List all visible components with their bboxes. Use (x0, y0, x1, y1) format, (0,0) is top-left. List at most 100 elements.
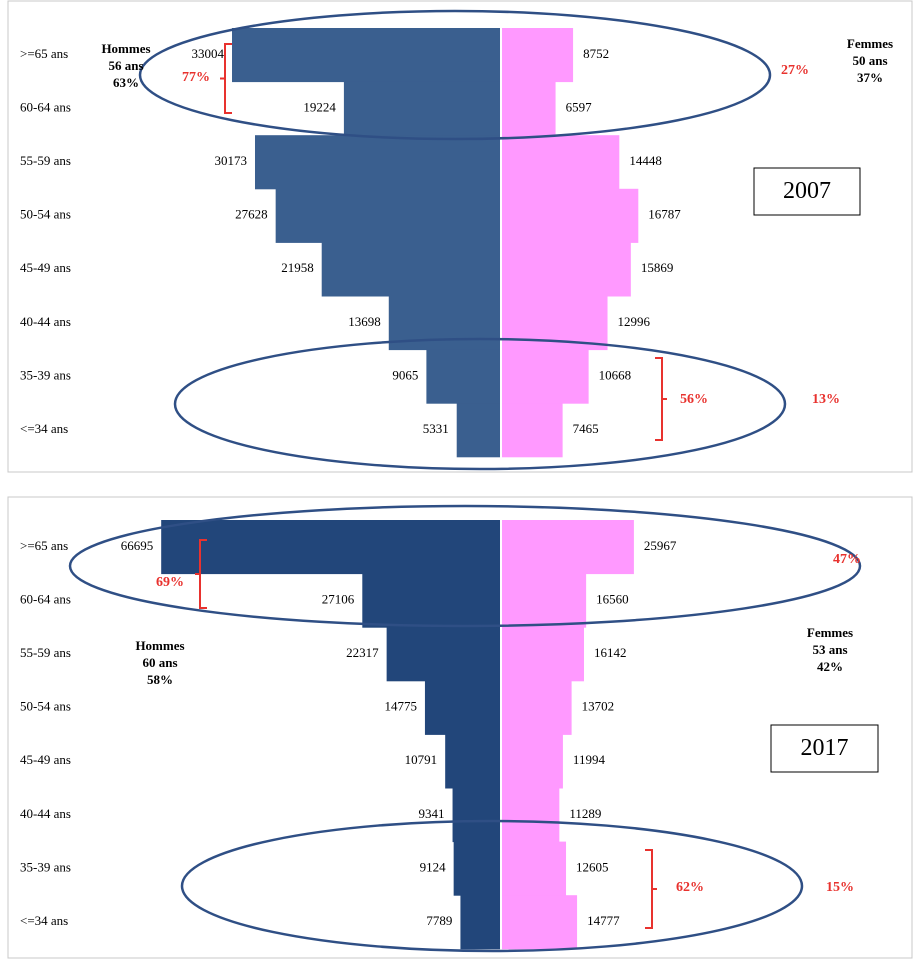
bar-male (232, 28, 501, 83)
annotation: 56% (680, 392, 708, 407)
annotation: 47% (833, 552, 861, 567)
value-label-male: 9341 (419, 806, 445, 821)
annotation: 62% (676, 880, 704, 895)
category-label: 45-49 ans (20, 752, 71, 767)
bracket (195, 539, 207, 609)
highlight-ellipse (68, 504, 862, 628)
bar-female (502, 734, 563, 789)
value-label-male: 13698 (348, 314, 381, 329)
bar-female (502, 81, 556, 136)
male-summary: Hommes (135, 638, 184, 653)
value-label-male: 19224 (303, 99, 336, 114)
value-label-male: 27628 (235, 207, 268, 222)
bar-female (502, 188, 639, 243)
bar-female (502, 403, 563, 458)
value-label-male: 9124 (420, 859, 447, 874)
bracket (645, 849, 657, 929)
annotation: 27% (781, 63, 809, 78)
panel-border (7, 496, 913, 959)
value-label-female: 14448 (629, 153, 662, 168)
value-label-female: 16560 (596, 591, 629, 606)
value-label-female: 16787 (648, 207, 681, 222)
bar-male (424, 680, 500, 735)
value-label-female: 16142 (594, 645, 627, 660)
category-label: <=34 ans (20, 913, 68, 928)
value-label-female: 11994 (573, 752, 606, 767)
category-label: 55-59 ans (20, 645, 71, 660)
bar-male (321, 242, 500, 297)
year-box (753, 167, 861, 216)
value-label-male: 5331 (423, 421, 449, 436)
bar-female (502, 680, 572, 735)
highlight-ellipse (138, 9, 772, 141)
annotation: 69% (156, 575, 184, 590)
bar-female (502, 242, 631, 297)
year-label: 2017 (801, 735, 849, 761)
bar-female (502, 573, 587, 628)
value-label-female: 15869 (641, 260, 674, 275)
value-label-female: 10668 (599, 367, 632, 382)
value-label-male: 7789 (426, 913, 452, 928)
bar-female (502, 895, 578, 950)
category-label: 50-54 ans (20, 207, 71, 222)
value-label-female: 13702 (582, 699, 615, 714)
category-label: >=65 ans (20, 46, 68, 61)
female-summary: Femmes (807, 625, 853, 640)
bar-female (502, 349, 589, 404)
value-label-male: 22317 (346, 645, 379, 660)
category-label: 40-44 ans (20, 806, 71, 821)
male-summary: 58% (147, 672, 173, 687)
value-label-male: 21958 (281, 260, 314, 275)
value-label-male: 9065 (392, 367, 418, 382)
value-label-male: 27106 (322, 591, 355, 606)
year-box (770, 724, 879, 773)
highlight-ellipse (180, 819, 804, 953)
category-label: >=65 ans (20, 538, 68, 553)
bracket (655, 357, 667, 441)
male-summary: Hommes (101, 41, 150, 56)
bar-male (343, 81, 500, 136)
panel-border (7, 0, 913, 473)
female-summary: 53 ans (812, 642, 847, 657)
category-label: 35-39 ans (20, 859, 71, 874)
bar-male (456, 403, 500, 458)
bar-male (445, 734, 500, 789)
bar-female (502, 520, 634, 575)
bar-male (386, 627, 500, 682)
bar-male (452, 788, 500, 843)
value-label-male: 30173 (214, 153, 247, 168)
value-label-female: 6597 (566, 99, 593, 114)
value-label-female: 25967 (644, 538, 677, 553)
female-summary: Femmes (847, 36, 893, 51)
category-label: 60-64 ans (20, 591, 71, 606)
male-summary: 60 ans (142, 655, 177, 670)
highlight-ellipse (173, 337, 787, 471)
category-label: 45-49 ans (20, 260, 71, 275)
value-label-female: 12605 (576, 859, 609, 874)
category-label: 40-44 ans (20, 314, 71, 329)
annotation: 77% (182, 70, 210, 85)
bracket (220, 43, 232, 114)
bar-female (502, 28, 574, 83)
category-label: <=34 ans (20, 421, 68, 436)
annotation: 15% (826, 880, 854, 895)
bar-male (362, 573, 500, 628)
bar-female (502, 627, 585, 682)
bar-female (502, 788, 560, 843)
category-label: 50-54 ans (20, 699, 71, 714)
value-label-female: 12996 (618, 314, 651, 329)
bar-male (460, 895, 500, 950)
female-summary: 42% (817, 659, 843, 674)
value-label-male: 14775 (384, 699, 417, 714)
value-label-male: 33004 (192, 46, 225, 61)
category-label: 35-39 ans (20, 367, 71, 382)
category-label: 55-59 ans (20, 153, 71, 168)
bar-female (502, 135, 620, 190)
value-label-female: 7465 (573, 421, 599, 436)
bar-male (254, 135, 500, 190)
bar-male (453, 841, 500, 896)
bar-male (426, 349, 500, 404)
female-summary: 37% (857, 70, 883, 85)
annotation: 13% (812, 392, 840, 407)
